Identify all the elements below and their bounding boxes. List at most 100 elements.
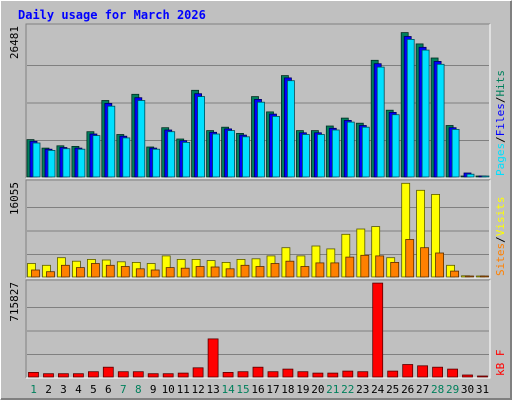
x-tick-label-4: 4: [75, 383, 82, 396]
bar-sites-19: [300, 266, 310, 278]
legend-part: /: [494, 97, 507, 104]
panel-frame: [26, 280, 490, 378]
bar-sites-16: [255, 266, 265, 278]
bar-sites-14: [225, 268, 235, 278]
bar-kb-f-9: [147, 373, 159, 378]
series-sites: [31, 239, 489, 278]
bar-sites-24: [375, 255, 385, 278]
panel-bevel-light: [26, 180, 491, 279]
x-tick-label-14: 14: [221, 383, 235, 396]
bar-pages-31: [481, 175, 490, 178]
x-tick-label-8: 8: [135, 383, 142, 396]
bar-pages-7: [122, 137, 131, 178]
x-tick-label-27: 27: [416, 383, 429, 396]
bar-sites-26: [405, 239, 415, 278]
bar-pages-24: [376, 66, 385, 178]
series-kb-f: [28, 282, 488, 378]
bar-kb-f-22: [342, 370, 354, 378]
bar-sites-13: [210, 266, 220, 278]
bar-kb-f-5: [88, 371, 99, 378]
bar-sites-7: [120, 266, 130, 278]
bar-kb-f-24: [372, 282, 384, 378]
x-tick-label-2: 2: [45, 383, 52, 396]
bar-kb-f-8: [132, 371, 144, 378]
bar-kb-f-4: [73, 373, 84, 378]
x-tick-label-5: 5: [90, 383, 97, 396]
bar-kb-f-14: [222, 371, 234, 378]
x-tick-label-20: 20: [311, 383, 324, 396]
x-tick-label-3: 3: [60, 383, 67, 396]
bar-sites-4: [76, 267, 85, 278]
bar-pages-19: [301, 134, 310, 178]
bar-kb-f-29: [447, 368, 459, 378]
x-tick-label-6: 6: [105, 383, 112, 396]
legend-part: kB F: [494, 350, 507, 377]
x-tick-label-31: 31: [476, 383, 489, 396]
legend-part: Sites: [494, 243, 507, 276]
x-tick-label-1: 1: [30, 383, 37, 396]
bar-sites-27: [420, 247, 430, 278]
legend-part: /: [494, 136, 507, 143]
bar-sites-6: [105, 264, 115, 278]
x-tick-label-30: 30: [461, 383, 474, 396]
x-tick-label-16: 16: [251, 383, 264, 396]
bar-sites-5: [91, 263, 100, 278]
bar-kb-f-13: [207, 338, 219, 378]
panel-legend-label: Sites/Visits: [494, 197, 507, 277]
bar-kb-f-30: [462, 374, 473, 378]
bar-kb-f-17: [267, 371, 279, 378]
bar-kb-f-28: [432, 366, 444, 378]
bar-pages-16: [257, 101, 265, 178]
bar-pages-4: [77, 148, 86, 178]
x-tick-label-17: 17: [266, 383, 279, 396]
bar-pages-20: [316, 134, 325, 178]
bar-kb-f-25: [387, 370, 399, 378]
bar-kb-f-6: [102, 366, 114, 378]
bar-sites-15: [240, 264, 250, 278]
bar-kb-f-7: [117, 371, 129, 378]
bar-kb-f-23: [357, 371, 369, 378]
bar-pages-12: [197, 96, 206, 178]
bar-sites-11: [180, 267, 190, 278]
bar-pages-26: [406, 39, 415, 178]
bar-sites-2: [46, 271, 55, 278]
panel-bevel-dark: [25, 179, 490, 278]
bar-kb-f-18: [282, 368, 294, 378]
bar-kb-f-20: [312, 372, 324, 378]
bar-pages-10: [167, 131, 176, 178]
x-tick-label-13: 13: [206, 383, 219, 396]
panel-legend-label: kB F: [494, 350, 507, 377]
bar-pages-1: [32, 142, 41, 178]
bar-sites-17: [270, 263, 280, 278]
x-tick-label-7: 7: [120, 383, 127, 396]
bar-sites-20: [315, 262, 325, 278]
panel-bevel-light: [26, 280, 491, 379]
bar-pages-25: [391, 114, 400, 178]
x-tick-label-11: 11: [177, 383, 190, 396]
bar-kb-f-3: [58, 373, 69, 378]
bar-kb-f-19: [297, 371, 309, 378]
bar-pages-5: [92, 135, 101, 178]
x-tick-label-24: 24: [371, 383, 385, 396]
x-tick-label-21: 21: [326, 383, 339, 396]
panel-kbytes: 715827 kB F: [8, 279, 507, 379]
bar-pages-22: [346, 121, 355, 178]
bar-kb-f-31: [477, 375, 488, 378]
y-max-label: 16055: [8, 182, 21, 215]
bar-pages-11: [182, 141, 191, 178]
bar-pages-14: [227, 130, 236, 178]
x-axis-labels: 1 2 3 4 5 6 7 8 9 10 11 12 13 14 15 16 17 18 19 20 21 22 23 24 2…: [30, 383, 489, 396]
bar-kb-f-10: [162, 373, 174, 378]
bar-sites-1: [31, 269, 40, 278]
bar-pages-3: [62, 148, 71, 178]
bar-pages-15: [242, 136, 250, 178]
x-tick-label-15: 15: [236, 383, 249, 396]
bar-pages-30: [466, 173, 475, 178]
legend-part: Hits: [494, 70, 507, 97]
bar-sites-21: [330, 262, 340, 278]
x-tick-label-26: 26: [401, 383, 414, 396]
bar-pages-28: [436, 63, 445, 178]
bar-pages-8: [137, 100, 146, 178]
legend-part: /: [494, 236, 507, 243]
